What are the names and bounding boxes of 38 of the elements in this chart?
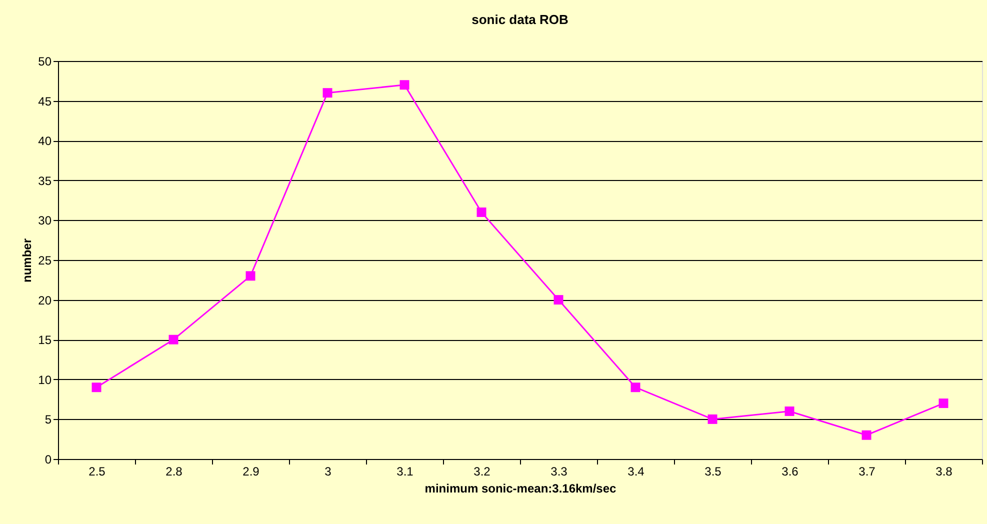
x-tick-label: 3.4: [628, 464, 645, 478]
y-tick-label: 5: [44, 412, 52, 427]
point: [938, 398, 948, 408]
point: [168, 334, 178, 344]
point: [476, 207, 486, 217]
x-tick-label: 3: [324, 464, 332, 478]
x-tick-label: 3.2: [474, 464, 491, 478]
x-tick-label: 3.8: [936, 464, 953, 478]
point: [554, 295, 564, 305]
y-tick-label: 35: [38, 174, 52, 188]
y-tick-label: 40: [38, 134, 52, 148]
y-tick-label: 30: [38, 214, 52, 228]
y-tick-label: 50: [38, 54, 52, 68]
x-tick-label: 3.6: [782, 464, 799, 478]
point: [784, 406, 794, 416]
y-tick-label: 45: [38, 94, 52, 108]
point: [246, 271, 256, 281]
chart-title: sonic data ROB: [472, 12, 568, 27]
x-tick-label: 2.5: [88, 464, 106, 478]
point: [862, 430, 872, 440]
y-tick-label: 25: [38, 254, 52, 268]
point: [92, 382, 102, 392]
x-tick-label: 2.9: [242, 464, 260, 478]
point: [708, 414, 718, 424]
point: [630, 382, 640, 392]
x-axis-title: minimum sonic-mean:3.16km/sec: [424, 482, 617, 496]
y-tick-label: 20: [38, 293, 52, 308]
x-tick-label: 3.1: [396, 464, 414, 478]
y-tick-label: 15: [38, 333, 52, 348]
point: [322, 88, 332, 98]
x-tick-label: 2.8: [166, 464, 183, 478]
x-tick-label: 3.7: [858, 464, 876, 478]
y-tick-label: 0: [44, 452, 52, 466]
y-axis-title: number: [20, 238, 34, 283]
x-tick-label: 3.5: [704, 464, 722, 478]
point: [400, 80, 410, 90]
y-tick-label: 10: [38, 372, 52, 387]
x-tick-label: 3.3: [550, 464, 568, 478]
